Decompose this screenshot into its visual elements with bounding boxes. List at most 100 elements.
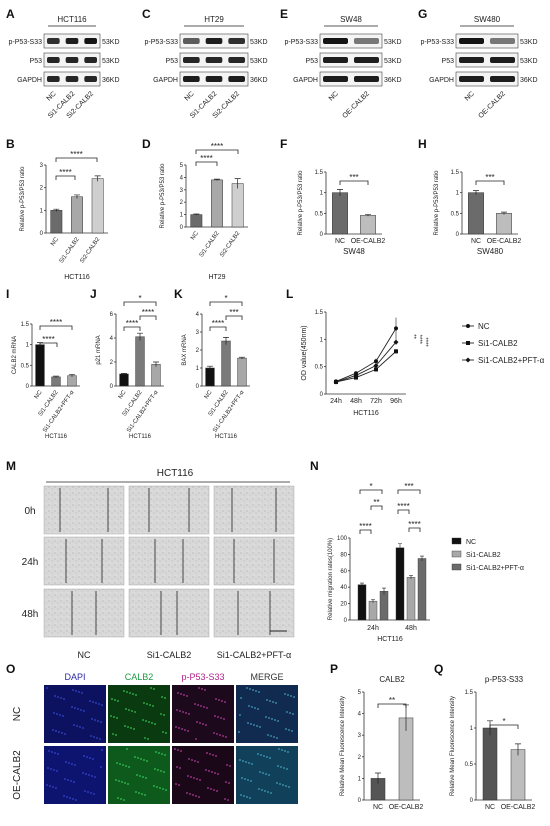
panel-letter-E: E — [280, 7, 288, 21]
if-speckle-0-0-9 — [99, 738, 101, 740]
chart-N-bar-0-1 — [368, 600, 378, 621]
if-speckle-0-1-22 — [147, 738, 149, 740]
if-speckle-1-0-1 — [94, 776, 96, 778]
if-speckle-1-1-17 — [141, 793, 143, 795]
blot-band-3-0-0 — [459, 38, 484, 44]
legend-L-label-2: Si1-CALB2+PFT-α — [478, 356, 545, 365]
if-speckle-0-3-18 — [253, 724, 255, 726]
if-speckle-1-3-21 — [263, 755, 265, 757]
if-speckle-1-1-14 — [142, 776, 144, 778]
chart-Q-bar-1 — [510, 749, 526, 801]
if-speckle-0-0-24 — [94, 719, 96, 721]
if-speckle-1-1-12 — [124, 782, 126, 784]
chart-N-ylabel: Relative migration rates(100%) — [328, 538, 334, 620]
if-speckle-1-2-6 — [197, 761, 199, 763]
if-speckle-0-3-4 — [239, 714, 241, 716]
sig-I-2-label: **** — [50, 318, 62, 327]
if-speckle-0-2-27 — [179, 710, 181, 712]
chart-P-ytick-label-3: 3 — [358, 733, 362, 739]
chart-L-sig-2: **** — [416, 335, 422, 345]
panel-letter-L: L — [286, 287, 293, 301]
blot-band-0-2-0 — [47, 76, 60, 82]
blot-band-label-0-0: p-P53-S33 — [9, 39, 43, 46]
blot-band-2-1-1 — [354, 57, 379, 63]
blot-lane-label-1-0: NC — [184, 90, 196, 102]
sig-F-1-label: *** — [349, 173, 358, 182]
if-speckle-0-0-35 — [53, 712, 55, 714]
if-image-0-2 — [172, 685, 234, 743]
chart-B-ytick-label-3: 3 — [40, 163, 44, 169]
blot-band-0-1-0 — [47, 57, 60, 63]
blot-band-0-1-2 — [84, 57, 97, 63]
if-speckle-0-1-31 — [144, 737, 146, 739]
if-speckle-0-0-22 — [76, 725, 78, 727]
chart-I-ylabel: CALB2 mRNA — [12, 336, 18, 374]
chart-J-bar-1 — [135, 336, 145, 387]
blot-band-label-1-2: GAPDH — [153, 77, 178, 84]
chart-D-errorbar-0 — [193, 213, 200, 216]
if-speckle-0-0-31 — [73, 724, 75, 726]
chart-K-ylabel: BAX mRNA — [182, 334, 188, 365]
chart-J-bar-0 — [119, 373, 129, 387]
chart-N-ytick-label-1: 20 — [340, 602, 347, 608]
scratch-image-1-0 — [43, 536, 125, 586]
chart-L-ytick-label-2: 1 — [320, 337, 324, 343]
if-speckle-0-0-21 — [95, 702, 97, 704]
sig-K-3-bracket — [209, 301, 243, 306]
if-speckle-1-3-18 — [264, 790, 266, 792]
blot-band-1-2-2 — [228, 76, 245, 82]
if-speckle-1-2-9 — [196, 778, 198, 780]
if-speckle-0-1-34 — [143, 702, 145, 704]
if-speckle-1-1-16 — [160, 770, 162, 772]
chart-H-ylabel: Relative p-P53/P53 ratio — [434, 170, 440, 236]
chart-N-errorbar-0-2 — [382, 587, 386, 595]
if-speckle-0-0-1 — [83, 710, 85, 712]
if-image-1-1 — [108, 746, 170, 804]
sig-D-1-bracket — [195, 161, 218, 166]
if-speckle-0-0-29 — [55, 730, 57, 732]
if-speckle-0-2-23 — [199, 722, 201, 724]
blot-kd-label-3-0: 53KD — [520, 39, 538, 46]
blot-kd-label-1-2: 36KD — [250, 77, 268, 84]
chart-Q-xtick-label-0: NC — [485, 804, 495, 811]
if-speckle-1-2-20 — [211, 771, 213, 773]
chart-H-xlabel: SW480 — [477, 247, 504, 256]
if-speckle-0-2-6 — [186, 695, 188, 697]
if-speckle-1-0-37 — [82, 772, 84, 774]
if-speckle-0-1-30 — [163, 714, 165, 716]
chart-L-series-2-point-2 — [373, 363, 379, 369]
chart-H-bar-0 — [468, 192, 484, 235]
chart-P-errorbar-0 — [375, 772, 381, 784]
if-speckle-0-3-31 — [286, 711, 288, 713]
if-speckle-1-0-22 — [87, 791, 89, 793]
chart-P-ytick-label-1: 1 — [358, 776, 362, 782]
if-image-0-0 — [44, 685, 106, 743]
if-speckle-1-0-2 — [75, 799, 77, 801]
chart-D-bar-2 — [231, 183, 244, 228]
blot-band-0-0-1 — [65, 38, 79, 44]
if-speckle-1-3-34 — [240, 794, 242, 796]
if-speckle-0-0-0 — [46, 687, 48, 689]
chart-K-ytick-label-2: 2 — [196, 348, 200, 354]
if-speckle-0-3-25 — [288, 729, 290, 731]
chart-L-series-1-line — [335, 351, 397, 383]
if-speckle-0-0-8 — [62, 715, 64, 717]
blot-band-label-3-1: P53 — [442, 58, 455, 65]
if-speckle-0-3-27 — [250, 723, 252, 725]
blot-band-1-1-1 — [205, 57, 223, 63]
chart-K-ytick-label-4: 4 — [196, 312, 200, 318]
if-speckle-1-2-35 — [206, 752, 208, 754]
panel-letter-A: A — [6, 7, 15, 21]
chart-L-ylabel: OD value(450nm) — [301, 325, 308, 380]
scratch-image-0-2 — [213, 485, 295, 535]
chart-K-xtick-label-2: Si1-CALB2+PFT-α — [212, 389, 246, 434]
if-speckle-1-2-38 — [205, 769, 207, 771]
panel-letter-D: D — [142, 137, 151, 151]
chart-N-ytick-label-4: 80 — [340, 552, 347, 558]
if-speckle-1-0-14 — [71, 763, 73, 765]
if-speckle-1-0-24 — [49, 785, 51, 787]
chart-I-errorbar-2 — [69, 374, 75, 377]
chart-J-xlabel: HCT116 — [129, 434, 152, 440]
blot-band-1-2-1 — [205, 76, 223, 82]
